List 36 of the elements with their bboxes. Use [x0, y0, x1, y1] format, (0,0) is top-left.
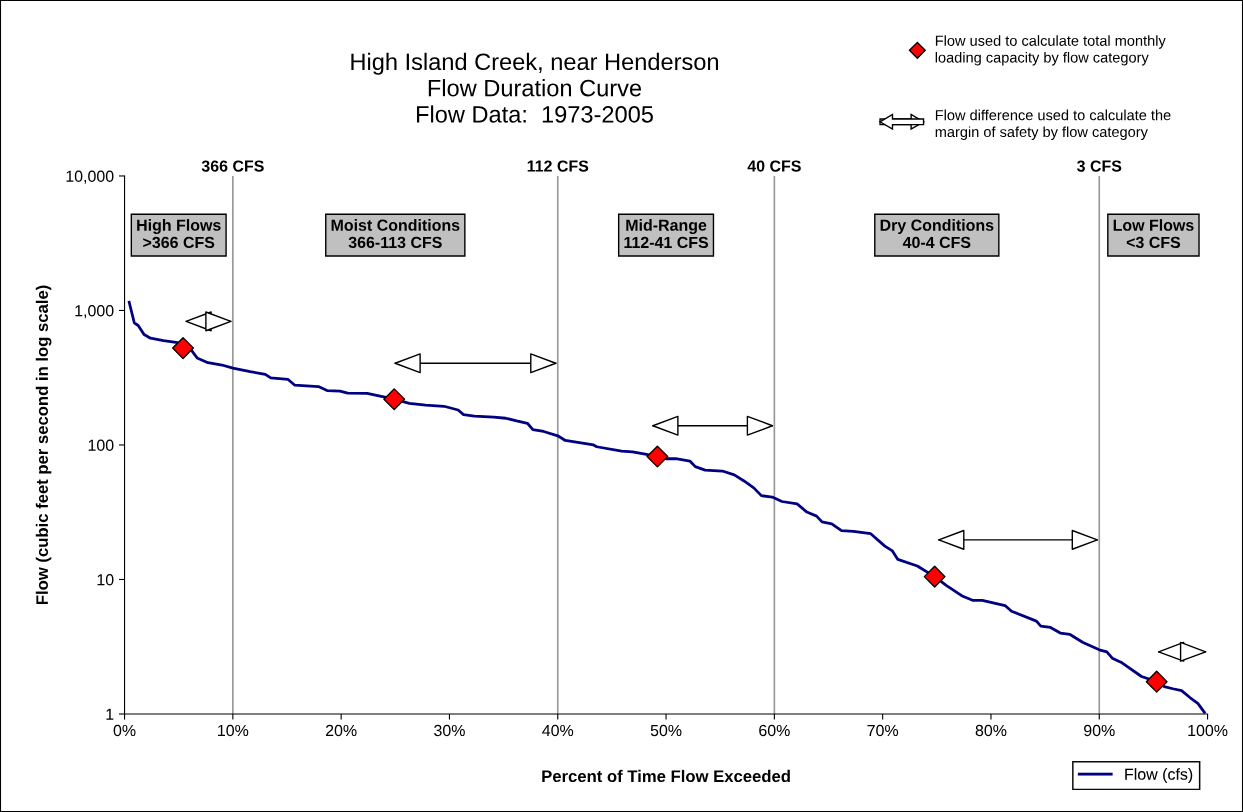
point [383, 388, 406, 411]
x-tick-label: 0% [113, 724, 136, 737]
ref-line-label: 40 CFS [747, 160, 801, 172]
y-tick-label: 1,000 [75, 305, 114, 319]
annotation: High Flows >366 CFS [137, 219, 221, 249]
x-tick-label: 100% [1188, 724, 1228, 737]
y-tick-label: 1 [106, 708, 114, 720]
text: Flow difference used to calculate the margin of safety by flow category [935, 109, 1171, 140]
x-tick-label: 50% [650, 724, 682, 737]
chart-title: High Island Creek, near Henderson Flow Duration Curve Flow Data: 1973-2005 [351, 52, 719, 123]
ref-line-label: 112 CFS [527, 160, 589, 172]
legend-label: Flow used to calculate total monthly loading capacity by flow category [935, 35, 1166, 66]
x-tick-label: 60% [759, 724, 790, 737]
annotation: Low Flows <3 CFS [1113, 219, 1194, 249]
annotation: Dry Conditions 40-4 CFS [880, 219, 994, 249]
x-tick-label: 70% [867, 724, 899, 737]
y-tick-label: 10 [97, 574, 114, 586]
x-tick-label: 10% [218, 724, 249, 737]
annotation: Mid-Range 112-41 CFS [624, 219, 709, 249]
x-tick-label: 80% [975, 724, 1007, 737]
y-axis-title: Flow (cubic feet per second in log scale) [35, 285, 52, 605]
x-axis-title: Percent of Time Flow Exceeded [542, 769, 790, 783]
y-tick-label: 100 [88, 439, 114, 451]
y-tick-label: 10,000 [66, 170, 114, 184]
ref-line-label: 3 CFS [1077, 160, 1122, 172]
x-tick-label: 20% [325, 724, 357, 737]
x-tick-label: 30% [434, 724, 465, 737]
ref-line-label: 366 CFS [201, 160, 264, 172]
point [646, 445, 669, 468]
x-tick-label: 40% [542, 724, 574, 737]
x-tick-label: 90% [1084, 724, 1115, 737]
point [1145, 670, 1168, 693]
annotation: Moist Conditions 366-113 CFS [331, 219, 460, 249]
point [923, 565, 946, 588]
point [172, 337, 195, 360]
legend-label: Flow (cfs) [1125, 768, 1193, 783]
